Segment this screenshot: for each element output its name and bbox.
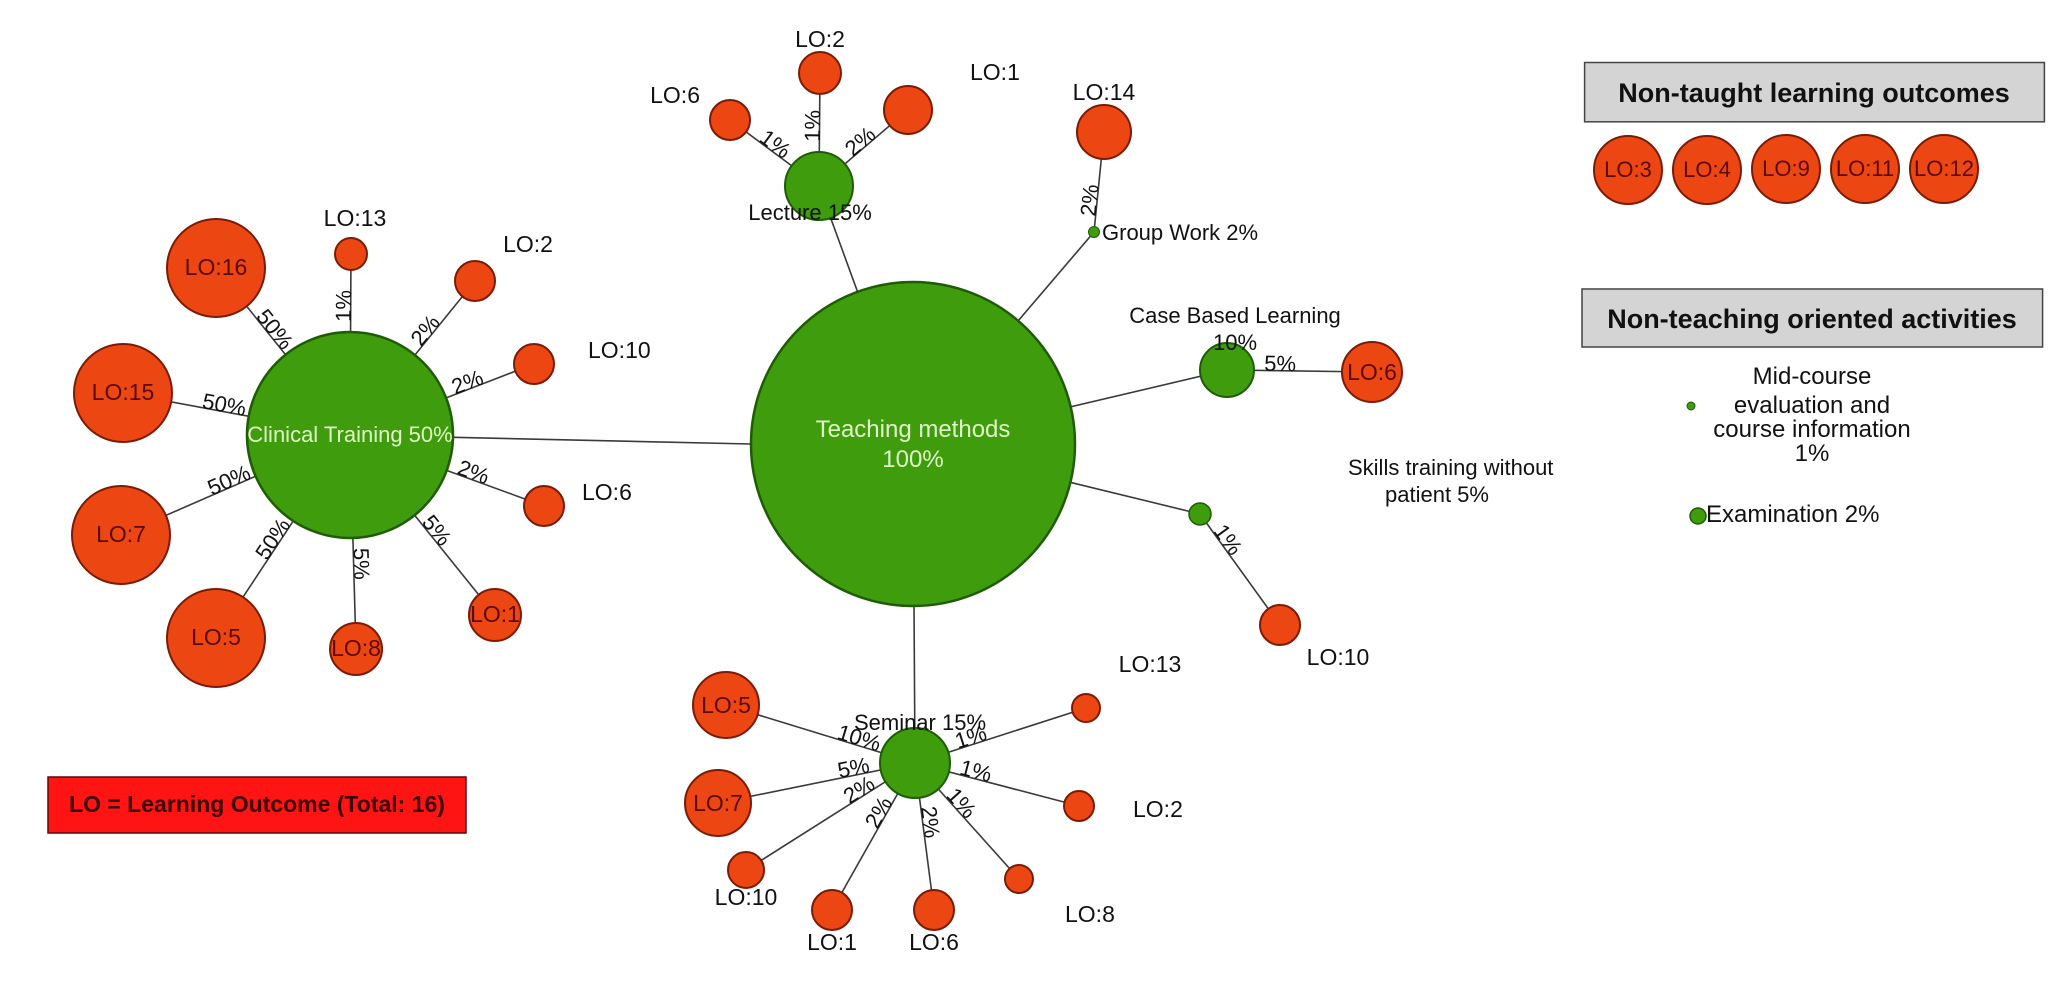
svg-text:LO:15: LO:15	[92, 379, 155, 405]
svg-text:Seminar 15%: Seminar 15%	[854, 710, 986, 735]
svg-text:Skills training without: Skills training without	[1348, 455, 1553, 480]
svg-text:LO:2: LO:2	[795, 26, 845, 52]
svg-text:LO:12: LO:12	[1914, 156, 1974, 181]
svg-text:1%: 1%	[800, 110, 825, 142]
svg-text:LO:10: LO:10	[715, 884, 778, 910]
svg-text:course information: course information	[1713, 416, 1910, 443]
svg-text:LO:13: LO:13	[1119, 651, 1182, 677]
svg-text:Mid-course: Mid-course	[1753, 363, 1872, 390]
svg-text:Non-taught learning outcomes: Non-taught learning outcomes	[1618, 78, 2010, 108]
svg-text:100%: 100%	[882, 446, 943, 473]
svg-text:1%: 1%	[1209, 519, 1248, 559]
svg-text:LO:5: LO:5	[191, 624, 241, 650]
svg-text:LO:10: LO:10	[588, 337, 651, 363]
svg-text:2%: 2%	[405, 310, 444, 350]
svg-text:LO:8: LO:8	[1065, 901, 1115, 927]
svg-text:LO:4: LO:4	[1683, 157, 1731, 182]
svg-text:LO:7: LO:7	[96, 521, 146, 547]
svg-text:50%: 50%	[250, 514, 295, 565]
svg-text:5%: 5%	[349, 548, 375, 580]
svg-text:2%: 2%	[840, 121, 880, 161]
svg-text:LO:9: LO:9	[1762, 156, 1810, 181]
svg-text:LO:3: LO:3	[1604, 157, 1652, 182]
svg-text:LO:13: LO:13	[324, 205, 387, 231]
svg-text:2%: 2%	[1076, 183, 1104, 217]
svg-text:evaluation and: evaluation and	[1734, 392, 1890, 419]
svg-text:Examination 2%: Examination 2%	[1706, 501, 1879, 528]
svg-text:5%: 5%	[417, 510, 456, 550]
svg-text:Case Based Learning: Case Based Learning	[1129, 303, 1341, 328]
svg-text:LO:16: LO:16	[185, 254, 248, 280]
svg-text:LO:2: LO:2	[1133, 796, 1183, 822]
svg-text:LO:8: LO:8	[331, 635, 381, 661]
svg-text:2%: 2%	[454, 455, 492, 489]
svg-text:Teaching methods: Teaching methods	[816, 416, 1011, 443]
svg-text:LO = Learning Outcome (Total:: LO = Learning Outcome (Total: 16)	[69, 791, 445, 817]
svg-text:50%: 50%	[251, 304, 298, 354]
svg-text:LO:14: LO:14	[1073, 79, 1136, 105]
svg-text:Group Work 2%: Group Work 2%	[1102, 220, 1258, 245]
svg-text:LO:6: LO:6	[650, 82, 700, 108]
svg-text:LO:11: LO:11	[1836, 156, 1894, 181]
svg-text:1%: 1%	[755, 124, 795, 163]
svg-text:LO:6: LO:6	[909, 929, 959, 955]
svg-text:LO:7: LO:7	[693, 790, 743, 816]
svg-text:1%: 1%	[957, 755, 994, 787]
svg-text:Non-teaching oriented activiti: Non-teaching oriented activities	[1607, 304, 2017, 334]
svg-text:50%: 50%	[204, 460, 254, 501]
svg-text:LO:6: LO:6	[1347, 359, 1397, 385]
svg-text:10%: 10%	[1213, 330, 1257, 355]
svg-text:LO:1: LO:1	[970, 59, 1020, 85]
svg-text:Clinical Training 50%: Clinical Training 50%	[247, 422, 452, 447]
svg-text:1%: 1%	[1795, 440, 1830, 467]
svg-text:1%: 1%	[331, 290, 356, 322]
svg-text:1%: 1%	[942, 783, 982, 823]
svg-text:LO:5: LO:5	[701, 692, 751, 718]
svg-text:LO:2: LO:2	[503, 231, 553, 257]
svg-text:2%: 2%	[916, 805, 945, 840]
svg-text:patient 5%: patient 5%	[1385, 482, 1489, 507]
svg-text:LO:10: LO:10	[1307, 644, 1370, 670]
svg-text:LO:1: LO:1	[807, 929, 857, 955]
svg-text:LO:6: LO:6	[582, 479, 632, 505]
svg-text:50%: 50%	[200, 388, 248, 421]
svg-text:Lecture 15%: Lecture 15%	[748, 200, 872, 225]
svg-text:5%: 5%	[1264, 351, 1296, 376]
svg-text:LO:1: LO:1	[470, 601, 520, 627]
